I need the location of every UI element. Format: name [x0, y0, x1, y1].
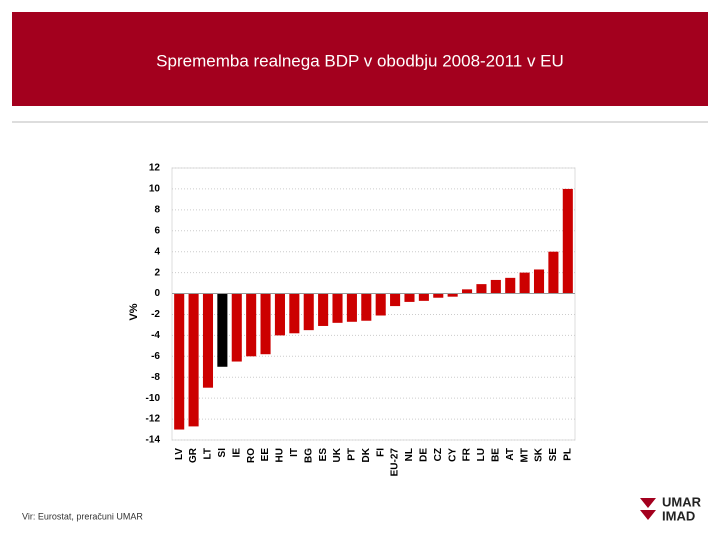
bar — [490, 279, 501, 294]
bar — [418, 293, 429, 301]
bar — [361, 293, 372, 321]
y-tick-label: -14 — [146, 435, 161, 446]
y-tick-label: -2 — [151, 309, 160, 320]
x-tick-label: DE — [419, 448, 430, 462]
bar — [476, 284, 487, 294]
bar — [533, 269, 545, 294]
bar — [519, 272, 530, 294]
x-tick-label: LV — [174, 448, 185, 460]
x-tick-label: SK — [534, 447, 545, 462]
x-tick-label: AT — [505, 448, 516, 461]
bar — [260, 293, 271, 355]
y-tick-label: -6 — [151, 351, 160, 362]
title-band — [12, 12, 708, 106]
x-tick-label: PL — [562, 448, 573, 461]
x-tick-label: UK — [332, 447, 343, 462]
bar — [202, 293, 214, 388]
bar — [217, 293, 228, 367]
x-tick-label: DK — [361, 447, 372, 462]
bar — [332, 293, 343, 323]
x-tick-label: SE — [548, 448, 559, 462]
x-tick-label: EU-27 — [390, 448, 401, 477]
y-tick-label: -8 — [151, 372, 160, 383]
bar — [462, 289, 473, 294]
bar — [548, 251, 559, 294]
x-tick-label: LT — [203, 448, 214, 459]
x-tick-label: LU — [476, 448, 487, 461]
y-tick-label: -10 — [146, 393, 161, 404]
x-tick-label: CZ — [433, 448, 444, 461]
y-axis-label: V% — [128, 303, 140, 320]
bar — [505, 277, 516, 294]
source-note: Vir: Eurostat, preračuni UMAR — [22, 511, 143, 521]
bar — [562, 188, 573, 294]
bar — [188, 293, 199, 427]
bar — [231, 293, 242, 362]
y-tick-label: 2 — [154, 267, 160, 278]
logo-text: UMAR — [662, 494, 702, 509]
y-tick-label: -4 — [151, 330, 160, 341]
x-tick-label: BG — [303, 448, 314, 463]
y-tick-label: 12 — [149, 163, 161, 174]
bar — [274, 293, 285, 336]
x-tick-label: EE — [260, 448, 271, 462]
x-tick-label: IT — [289, 448, 300, 457]
x-tick-label: HU — [275, 448, 286, 462]
bar — [303, 293, 314, 331]
bar — [433, 293, 444, 298]
bar — [289, 293, 300, 334]
slide-title: Sprememba realnega BDP v obodbju 2008-20… — [156, 51, 564, 70]
x-tick-label: SI — [217, 448, 228, 458]
y-tick-label: 4 — [154, 246, 160, 257]
y-tick-label: 10 — [149, 184, 161, 195]
bar — [174, 293, 185, 430]
bar — [346, 293, 357, 322]
x-tick-label: ES — [318, 448, 329, 462]
y-tick-label: 0 — [154, 288, 160, 299]
x-tick-label: IE — [231, 448, 242, 458]
bar — [318, 293, 329, 326]
x-tick-label: BE — [490, 448, 501, 462]
bar — [246, 293, 257, 357]
x-tick-label: FI — [375, 448, 386, 457]
x-tick-label: MT — [519, 448, 530, 462]
x-tick-label: GR — [188, 447, 199, 463]
logo-text: IMAD — [662, 508, 695, 523]
x-tick-label: PT — [347, 448, 358, 461]
logo-icon — [640, 498, 656, 520]
bar — [404, 293, 415, 302]
x-tick-label: NL — [404, 448, 415, 461]
x-tick-label: FR — [462, 447, 473, 461]
y-tick-label: 8 — [154, 204, 160, 215]
y-tick-label: -12 — [146, 414, 161, 425]
y-tick-label: 6 — [154, 225, 160, 236]
bar — [375, 293, 386, 316]
bar — [447, 293, 458, 297]
x-tick-label: RO — [246, 448, 257, 463]
bar — [390, 293, 401, 307]
x-tick-label: CY — [447, 448, 458, 462]
